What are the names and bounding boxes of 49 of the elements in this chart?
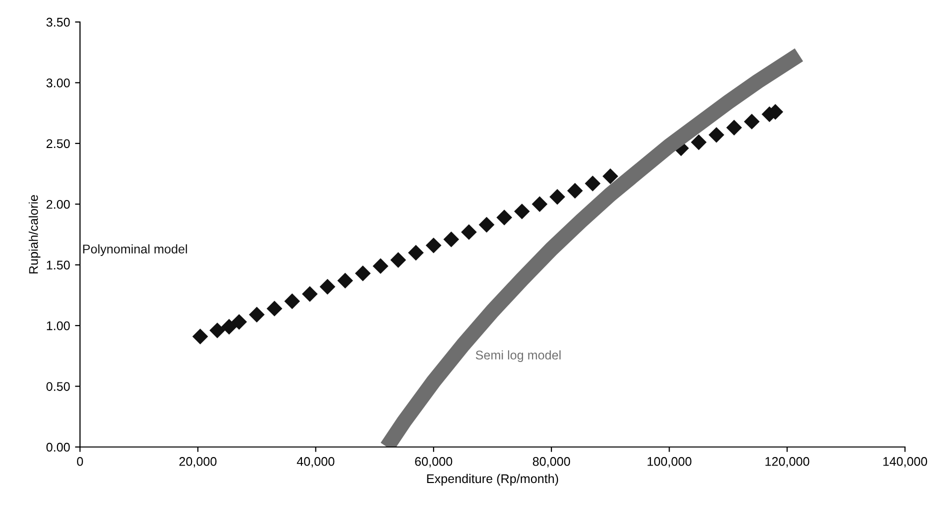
point	[232, 314, 247, 330]
y-tick-label: 2.00	[46, 200, 70, 209]
point	[744, 114, 760, 130]
x-tick-label: 100,000	[648, 457, 692, 468]
point	[302, 286, 318, 302]
point	[726, 120, 742, 136]
point	[284, 294, 300, 309]
x-tick-label: 140,000	[883, 457, 928, 468]
point	[532, 196, 548, 212]
series-label: Semi log model	[476, 350, 561, 362]
x-tick-label: 40,000	[296, 457, 334, 468]
point	[496, 210, 512, 226]
y-tick-label: 1.50	[46, 260, 70, 270]
point	[210, 322, 225, 338]
point	[479, 217, 494, 232]
point	[222, 319, 237, 334]
point	[691, 134, 706, 150]
point	[550, 189, 565, 204]
point	[320, 279, 336, 294]
x-tick-label: 80,000	[532, 457, 570, 468]
y-tick-label: 1.00	[46, 321, 70, 330]
y-axis-title: Rupiah/calorie	[28, 195, 40, 274]
point	[567, 183, 583, 198]
point	[390, 252, 406, 268]
x-axis-title: Expenditure (Rp/month)	[427, 474, 558, 486]
y-tick-label: 0.00	[46, 442, 70, 452]
point	[461, 224, 476, 240]
y-tick-label: 3.50	[46, 18, 70, 27]
x-tick-label: 60,000	[415, 457, 452, 468]
point	[355, 266, 370, 281]
point	[514, 204, 530, 219]
point	[444, 232, 459, 247]
point	[266, 301, 282, 316]
x-tick-label: 120,000	[766, 457, 810, 468]
point	[408, 245, 424, 260]
x-tick-label: 0	[77, 457, 83, 466]
point	[426, 238, 442, 253]
point	[338, 273, 353, 288]
y-tick-label: 0.50	[46, 382, 70, 391]
point	[372, 258, 388, 274]
point	[708, 127, 724, 142]
point	[192, 328, 208, 344]
point	[585, 176, 600, 192]
text: Polynominal model	[83, 244, 187, 256]
y-tick-label: 2.50	[46, 139, 70, 148]
point	[249, 307, 264, 322]
point	[602, 168, 618, 184]
y-tick-label: 3.00	[46, 78, 70, 88]
x-tick-label: 20,000	[179, 457, 216, 468]
